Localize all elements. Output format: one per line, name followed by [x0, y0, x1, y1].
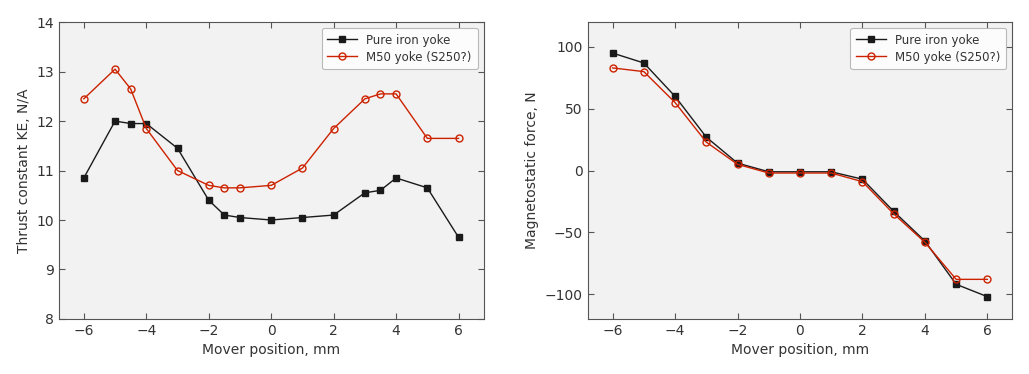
Line: Pure iron yoke: Pure iron yoke	[609, 50, 991, 300]
M50 yoke (S250?)	[793, 171, 806, 175]
M50 yoke (S250?)	[140, 126, 152, 131]
Pure iron yoke	[296, 215, 309, 220]
Pure iron yoke	[887, 209, 899, 214]
Pure iron yoke	[825, 169, 838, 174]
Line: M50 yoke (S250?): M50 yoke (S250?)	[80, 66, 462, 191]
M50 yoke (S250?)	[950, 277, 962, 282]
M50 yoke (S250?)	[359, 96, 371, 101]
M50 yoke (S250?)	[375, 92, 387, 96]
M50 yoke (S250?)	[390, 92, 402, 96]
M50 yoke (S250?)	[669, 100, 681, 105]
Pure iron yoke	[700, 135, 712, 140]
M50 yoke (S250?)	[606, 66, 618, 70]
Pure iron yoke	[950, 282, 962, 286]
M50 yoke (S250?)	[453, 136, 465, 141]
M50 yoke (S250?)	[638, 70, 650, 74]
Pure iron yoke	[171, 146, 183, 150]
M50 yoke (S250?)	[77, 96, 90, 101]
Pure iron yoke	[919, 239, 931, 243]
X-axis label: Mover position, mm: Mover position, mm	[202, 343, 341, 357]
M50 yoke (S250?)	[982, 277, 994, 282]
M50 yoke (S250?)	[234, 186, 246, 190]
Pure iron yoke	[669, 94, 681, 99]
Pure iron yoke	[265, 218, 278, 222]
Pure iron yoke	[982, 294, 994, 299]
M50 yoke (S250?)	[203, 183, 215, 188]
Pure iron yoke	[125, 121, 137, 126]
Pure iron yoke	[109, 119, 121, 123]
Pure iron yoke	[453, 235, 465, 240]
M50 yoke (S250?)	[327, 126, 340, 131]
M50 yoke (S250?)	[218, 186, 230, 190]
Pure iron yoke	[732, 161, 744, 165]
M50 yoke (S250?)	[171, 168, 183, 173]
M50 yoke (S250?)	[700, 140, 712, 144]
Pure iron yoke	[140, 121, 152, 126]
M50 yoke (S250?)	[732, 162, 744, 166]
M50 yoke (S250?)	[919, 240, 931, 245]
Y-axis label: Magnetostatic force, N: Magnetostatic force, N	[525, 92, 539, 249]
M50 yoke (S250?)	[265, 183, 278, 188]
Line: M50 yoke (S250?): M50 yoke (S250?)	[609, 64, 991, 283]
M50 yoke (S250?)	[856, 180, 868, 184]
Pure iron yoke	[234, 215, 246, 220]
Y-axis label: Thrust constant KE, N/A: Thrust constant KE, N/A	[16, 88, 31, 253]
Pure iron yoke	[375, 188, 387, 193]
Pure iron yoke	[421, 186, 433, 190]
Pure iron yoke	[762, 169, 775, 174]
Pure iron yoke	[390, 176, 402, 180]
Pure iron yoke	[638, 61, 650, 65]
M50 yoke (S250?)	[421, 136, 433, 141]
Line: Pure iron yoke: Pure iron yoke	[80, 117, 462, 241]
Legend: Pure iron yoke, M50 yoke (S250?): Pure iron yoke, M50 yoke (S250?)	[850, 28, 1006, 70]
Pure iron yoke	[203, 198, 215, 202]
M50 yoke (S250?)	[887, 212, 899, 216]
Pure iron yoke	[606, 51, 618, 55]
M50 yoke (S250?)	[825, 171, 838, 175]
Pure iron yoke	[218, 213, 230, 217]
Legend: Pure iron yoke, M50 yoke (S250?): Pure iron yoke, M50 yoke (S250?)	[321, 28, 477, 70]
Pure iron yoke	[793, 169, 806, 174]
Pure iron yoke	[77, 176, 90, 180]
Pure iron yoke	[856, 177, 868, 181]
M50 yoke (S250?)	[762, 171, 775, 175]
M50 yoke (S250?)	[109, 67, 121, 71]
M50 yoke (S250?)	[125, 87, 137, 91]
Pure iron yoke	[359, 191, 371, 195]
M50 yoke (S250?)	[296, 166, 309, 170]
X-axis label: Mover position, mm: Mover position, mm	[731, 343, 870, 357]
Pure iron yoke	[327, 213, 340, 217]
